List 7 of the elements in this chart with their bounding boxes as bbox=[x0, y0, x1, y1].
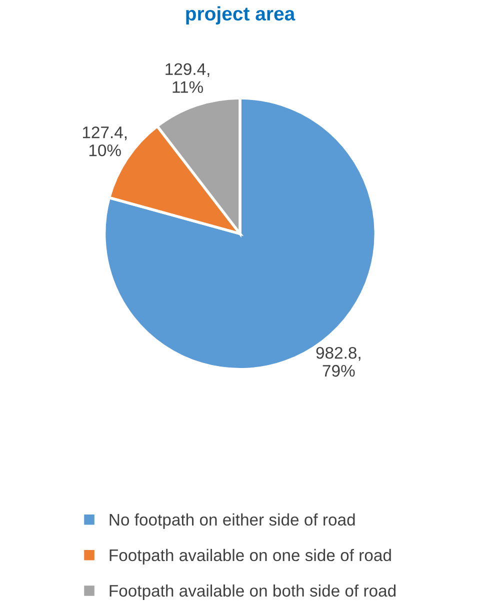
chart-title: project area bbox=[186, 6, 296, 24]
legend-label: Footpath available on both side of road bbox=[110, 584, 396, 600]
legend-label: Footpath available on one side of road bbox=[110, 548, 391, 564]
data-label: 982.8, 79% bbox=[316, 346, 360, 377]
legend-label: No footpath on either side of road bbox=[110, 513, 355, 529]
data-label: 129.4, 11% bbox=[166, 63, 210, 93]
data-label: 127.4, 10% bbox=[82, 126, 127, 156]
